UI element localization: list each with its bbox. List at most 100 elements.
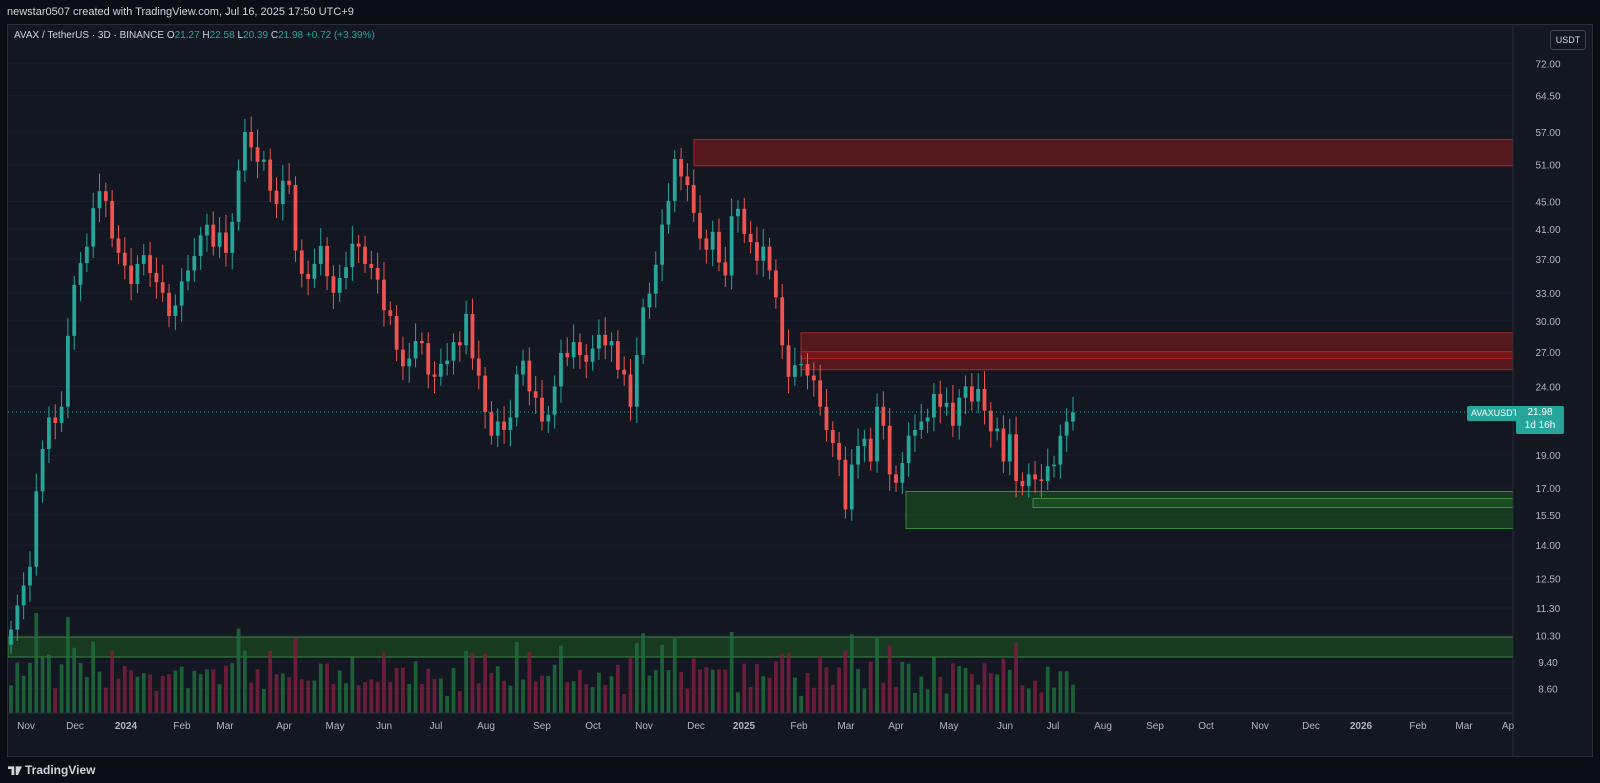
supply-zone — [800, 351, 1514, 359]
volume-bar — [382, 652, 386, 713]
candle-body — [710, 231, 715, 250]
volume-bar — [224, 665, 228, 713]
volume-bar — [590, 687, 595, 713]
symbol-title: AVAX / TetherUS · 3D · BINANCE — [14, 30, 165, 41]
candle-body — [944, 402, 949, 407]
candle-body — [110, 200, 115, 239]
volume-bar — [413, 661, 418, 713]
bar-countdown: 1d 16h — [1524, 420, 1556, 431]
candle-body — [318, 245, 323, 264]
volume-bar — [742, 663, 747, 713]
candle-body — [394, 315, 399, 350]
volume-bar — [457, 691, 462, 713]
candle-body — [356, 243, 361, 247]
candle-body — [653, 264, 658, 294]
volume-bar — [628, 656, 633, 713]
candlestick-chart[interactable]: 72.00 64.50 57.00 51.00 45.00 41.00 37.00 33.00… — [8, 25, 1592, 756]
volume-bar — [559, 645, 563, 713]
candle-body — [179, 281, 184, 306]
volume-bar — [634, 643, 639, 713]
volume-bar — [887, 645, 892, 713]
candle-body — [167, 292, 171, 316]
volume-bar — [1064, 671, 1069, 713]
chart-panel[interactable]: 72.00 64.50 57.00 51.00 45.00 41.00 37.00 33.00… — [7, 24, 1593, 757]
candle-body — [736, 208, 740, 217]
volume-bar — [401, 667, 405, 713]
volume-bar — [1052, 687, 1056, 713]
candle-body — [211, 224, 216, 247]
volume-bar — [748, 686, 753, 713]
candle-body — [495, 421, 500, 436]
candle-body — [116, 238, 121, 253]
volume-bar — [464, 650, 469, 713]
volume-bar — [255, 669, 260, 713]
candle-body — [173, 305, 178, 316]
tradingview-logo[interactable]: TradingView — [8, 763, 95, 777]
volume-bar — [1071, 684, 1075, 713]
candle-body — [160, 282, 165, 293]
candle-body — [59, 406, 64, 423]
volume-bar — [660, 645, 665, 713]
candle-body — [249, 132, 254, 148]
candle-body — [1071, 412, 1075, 422]
price-tick-label: 8.60 — [1538, 684, 1558, 695]
volume-bar — [856, 669, 860, 713]
candle-body — [1026, 474, 1031, 487]
candle-body — [906, 435, 911, 464]
open-value: 21.27 — [174, 30, 200, 41]
volume-bar — [729, 632, 734, 713]
volume-bar — [350, 657, 355, 713]
candle-body — [881, 406, 886, 426]
price-tick-label: 45.00 — [1535, 198, 1560, 209]
candle-body — [154, 272, 159, 283]
volume-bar — [154, 690, 159, 713]
volume-bar — [15, 662, 20, 713]
volume-bar — [723, 669, 728, 713]
candle-body — [325, 245, 329, 277]
candle-body — [698, 212, 702, 239]
volume-bar — [293, 638, 298, 713]
candle-body — [407, 358, 412, 367]
volume-bar — [53, 688, 58, 713]
candle-body — [293, 185, 298, 251]
volume-bar — [584, 684, 589, 713]
candle-body — [337, 277, 342, 293]
candle-body — [691, 185, 696, 213]
candle-body — [729, 216, 734, 276]
candle-body — [792, 365, 797, 377]
candle-body — [527, 360, 532, 392]
candle-body — [685, 176, 690, 186]
candle-body — [476, 358, 481, 376]
candle-body — [28, 566, 32, 586]
volume-bar — [679, 672, 683, 713]
candle-body — [1058, 435, 1063, 465]
volume-bar — [59, 664, 64, 713]
candle-body — [470, 314, 475, 359]
currency-unit-button[interactable]: USDT — [1550, 30, 1586, 50]
candle-body — [15, 605, 20, 630]
candle-body — [957, 397, 962, 426]
candle-body — [761, 246, 766, 261]
volume-bar — [894, 686, 898, 713]
close-value: 21.98 — [278, 30, 304, 41]
time-tick-label: 2025 — [733, 721, 756, 732]
candle-body — [628, 374, 633, 407]
volume-bar — [533, 681, 538, 713]
volume-bar — [369, 679, 374, 713]
volume-bar — [489, 672, 494, 713]
candle-body — [811, 375, 816, 381]
candle-body — [875, 406, 879, 462]
volume-bar — [97, 671, 102, 713]
time-tick-label: Dec — [66, 721, 84, 732]
candle-body — [837, 443, 842, 460]
candle-body — [489, 412, 494, 436]
volume-bar — [432, 678, 437, 713]
time-tick-label: Feb — [790, 721, 808, 732]
time-tick-label: Mar — [837, 721, 855, 732]
volume-bar — [508, 685, 513, 713]
candle-body — [287, 180, 292, 186]
volume-bar — [129, 670, 134, 713]
volume-bar — [837, 667, 842, 713]
volume-bar — [160, 675, 165, 713]
volume-bar — [780, 653, 785, 713]
